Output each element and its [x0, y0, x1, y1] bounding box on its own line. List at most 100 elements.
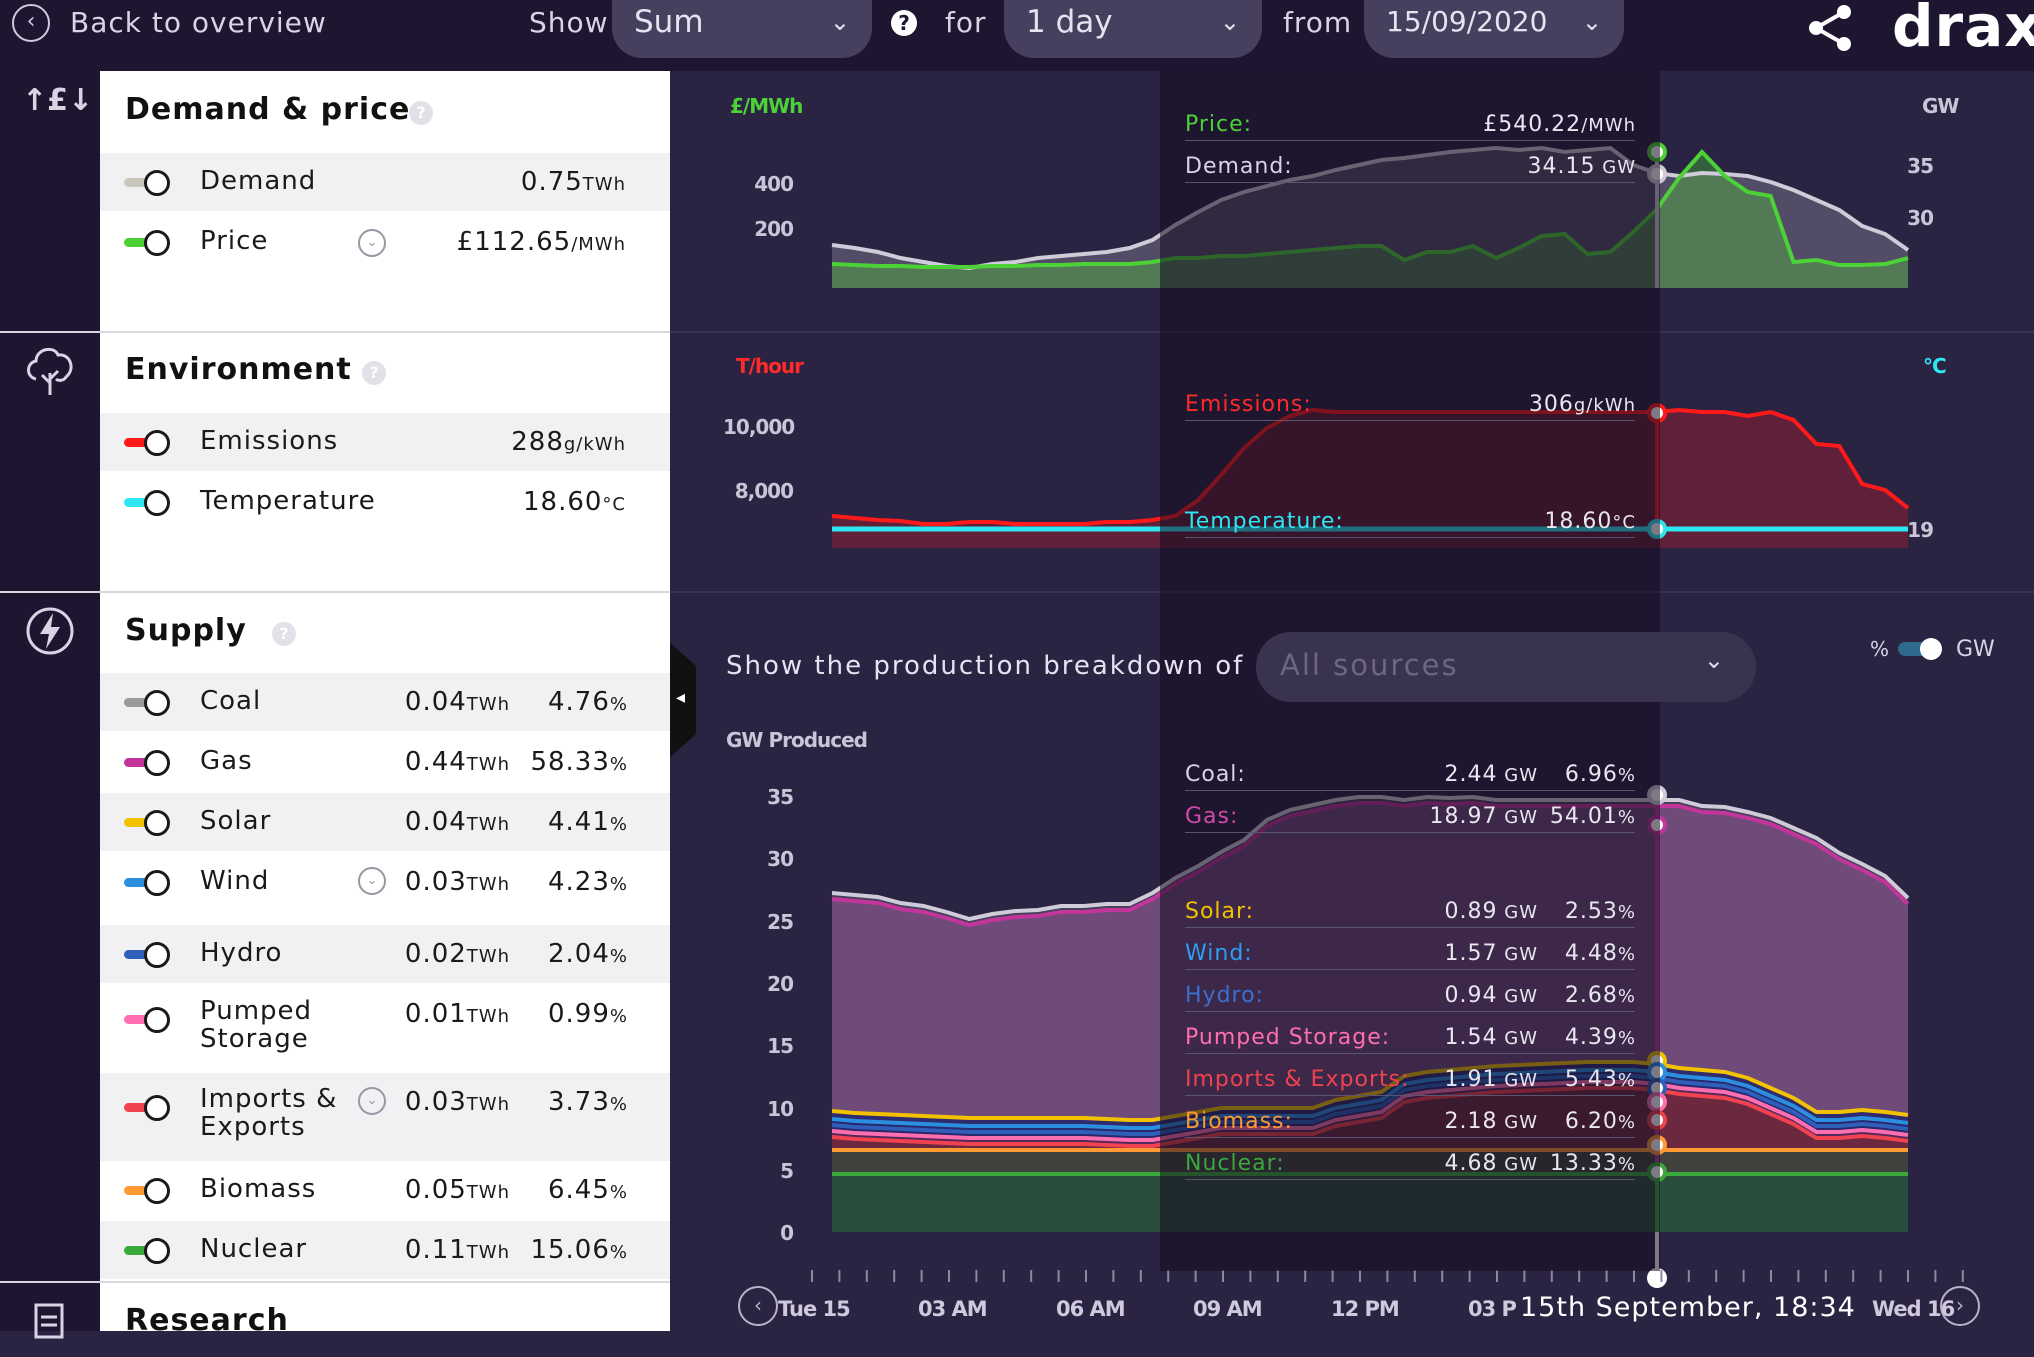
toggle-supply[interactable]	[124, 870, 172, 896]
toggle-knob	[144, 430, 170, 456]
row-supply-hydro[interactable]: Hydro 0.02TWh 2.04%	[100, 925, 670, 983]
tooltip-supply-gw: 0.89 GW	[1444, 899, 1538, 924]
row-label: Wind	[200, 866, 270, 896]
help-icon[interactable]: ?	[362, 361, 386, 385]
tree-icon[interactable]	[22, 343, 78, 399]
supply-tick: 15	[767, 1034, 794, 1059]
prev-day-button[interactable]: ‹	[738, 1286, 778, 1326]
toggle-bar	[124, 438, 154, 447]
help-icon[interactable]: ?	[272, 622, 296, 646]
row-value: 0.75TWh	[520, 167, 626, 197]
for-label: for	[945, 6, 987, 39]
tooltip-price-label: Price:	[1185, 112, 1253, 137]
date-select-value: 15/09/2020	[1386, 5, 1548, 38]
row-supply-nuclear[interactable]: Nuclear 0.11TWh 15.06%	[100, 1221, 670, 1279]
share-icon[interactable]	[1804, 4, 1856, 52]
chevron-down-icon[interactable]: ⌄	[358, 1087, 386, 1115]
section-divider	[0, 1281, 670, 1283]
tooltip-supply-pct: 2.68%	[1564, 983, 1636, 1008]
toggle-supply[interactable]	[124, 1178, 172, 1204]
x-axis-label: 06 AM	[1056, 1297, 1126, 1321]
tooltip-supply-label: Biomass:	[1185, 1109, 1293, 1134]
unit-toggle[interactable]	[1898, 638, 1942, 660]
help-icon[interactable]: ?	[409, 101, 433, 125]
toggle-price[interactable]	[124, 230, 172, 256]
toggle-bar	[124, 1186, 154, 1195]
unit-toggle-gw[interactable]: GW	[1956, 637, 1995, 662]
row-supply-wind[interactable]: Wind ⌄ 0.03TWh 4.23%	[100, 853, 670, 921]
toggle-knob	[144, 490, 170, 516]
drax-logo[interactable]: drax	[1892, 0, 2034, 60]
row-price[interactable]: Price ⌄ £112.65/MWh	[100, 213, 670, 271]
toggle-bar	[124, 1015, 154, 1024]
toggle-supply[interactable]	[124, 942, 172, 968]
toggle-bar	[124, 758, 154, 767]
back-arrow-icon[interactable]: ‹	[12, 4, 50, 42]
supply-tick: 35	[767, 785, 794, 809]
toggle-bar	[124, 878, 154, 887]
tooltip-rule	[1185, 1053, 1635, 1054]
toggle-supply[interactable]	[124, 1095, 172, 1121]
tooltip-supply-label: Pumped Storage:	[1185, 1025, 1391, 1050]
row-supply-coal[interactable]: Coal 0.04TWh 4.76%	[100, 673, 670, 731]
row-label: Solar	[200, 806, 272, 836]
section-title-demand-price: Demand & price	[125, 92, 411, 127]
row-label: Temperature	[200, 486, 376, 516]
row-label: Nuclear	[200, 1234, 308, 1264]
from-label: from	[1283, 6, 1353, 39]
toggle-bar	[124, 498, 154, 507]
tooltip-price-value: £540.22/MWh	[1483, 112, 1636, 137]
x-axis-label: 12 PM	[1331, 1297, 1400, 1321]
row-energy: 0.01TWh	[404, 999, 510, 1029]
chevron-down-icon[interactable]: ⌄	[358, 867, 386, 895]
tooltip-demand-label: Demand:	[1185, 154, 1293, 179]
toggle-demand[interactable]	[124, 170, 172, 196]
tooltip-supply-pct: 6.96%	[1564, 762, 1636, 787]
unit-toggle-pct[interactable]: %	[1870, 637, 1890, 661]
toggle-knob	[144, 1095, 170, 1121]
toggle-emissions[interactable]	[124, 430, 172, 456]
back-to-overview-link[interactable]: Back to overview	[70, 6, 327, 39]
toggle-supply[interactable]	[124, 750, 172, 776]
row-emissions[interactable]: Emissions 288g/kWh	[100, 413, 670, 471]
breakdown-select[interactable]: All sources ⌄	[1256, 632, 1756, 702]
period-select-value: 1 day	[1026, 4, 1113, 40]
gw-tick: 35	[1907, 154, 1934, 178]
show-select-value: Sum	[634, 4, 704, 40]
row-label: Demand	[200, 166, 317, 196]
row-supply-gas[interactable]: Gas 0.44TWh 58.33%	[100, 733, 670, 791]
toggle-knob	[144, 690, 170, 716]
row-supply-solar[interactable]: Solar 0.04TWh 4.41%	[100, 793, 670, 851]
left-rail: ↑£↓	[0, 71, 100, 1339]
date-select[interactable]: 15/09/2020 ⌄	[1364, 0, 1624, 58]
toggle-knob	[144, 170, 170, 196]
row-supply-imports-exports[interactable]: Imports & Exports ⌄ 0.03TWh 3.73%	[100, 1073, 670, 1161]
supply-tick: 0	[780, 1221, 794, 1246]
row-supply-biomass[interactable]: Biomass 0.05TWh 6.45%	[100, 1161, 670, 1219]
period-select[interactable]: 1 day ⌄	[1004, 0, 1262, 58]
tooltip-supply-pct: 5.43%	[1564, 1067, 1636, 1092]
toggle-supply[interactable]	[124, 810, 172, 836]
supply-tick: 10	[767, 1096, 794, 1121]
toggle-supply[interactable]	[124, 1007, 172, 1033]
help-icon[interactable]: ?	[891, 10, 917, 36]
row-temperature[interactable]: Temperature 18.60°C	[100, 473, 670, 531]
tooltip-supply-label: Gas:	[1185, 804, 1239, 829]
toggle-knob	[1920, 638, 1942, 660]
toggle-knob	[144, 230, 170, 256]
row-percent: 15.06%	[530, 1235, 628, 1265]
show-label: Show	[529, 6, 609, 39]
row-energy: 0.02TWh	[404, 939, 510, 969]
toggle-temperature[interactable]	[124, 490, 172, 516]
show-select[interactable]: Sum ⌄	[612, 0, 872, 58]
chevron-down-icon[interactable]: ⌄	[358, 229, 386, 257]
row-supply-pumped-storage[interactable]: Pumped Storage 0.01TWh 0.99%	[100, 985, 670, 1073]
emissions-tick: 10,000	[723, 415, 795, 439]
row-demand[interactable]: Demand 0.75TWh	[100, 153, 670, 211]
toggle-supply[interactable]	[124, 1238, 172, 1264]
row-percent: 0.99%	[548, 999, 628, 1029]
lightning-icon[interactable]	[22, 603, 78, 659]
next-day-button[interactable]: ›	[1940, 1286, 1980, 1326]
row-percent: 4.23%	[548, 867, 628, 897]
toggle-supply[interactable]	[124, 690, 172, 716]
